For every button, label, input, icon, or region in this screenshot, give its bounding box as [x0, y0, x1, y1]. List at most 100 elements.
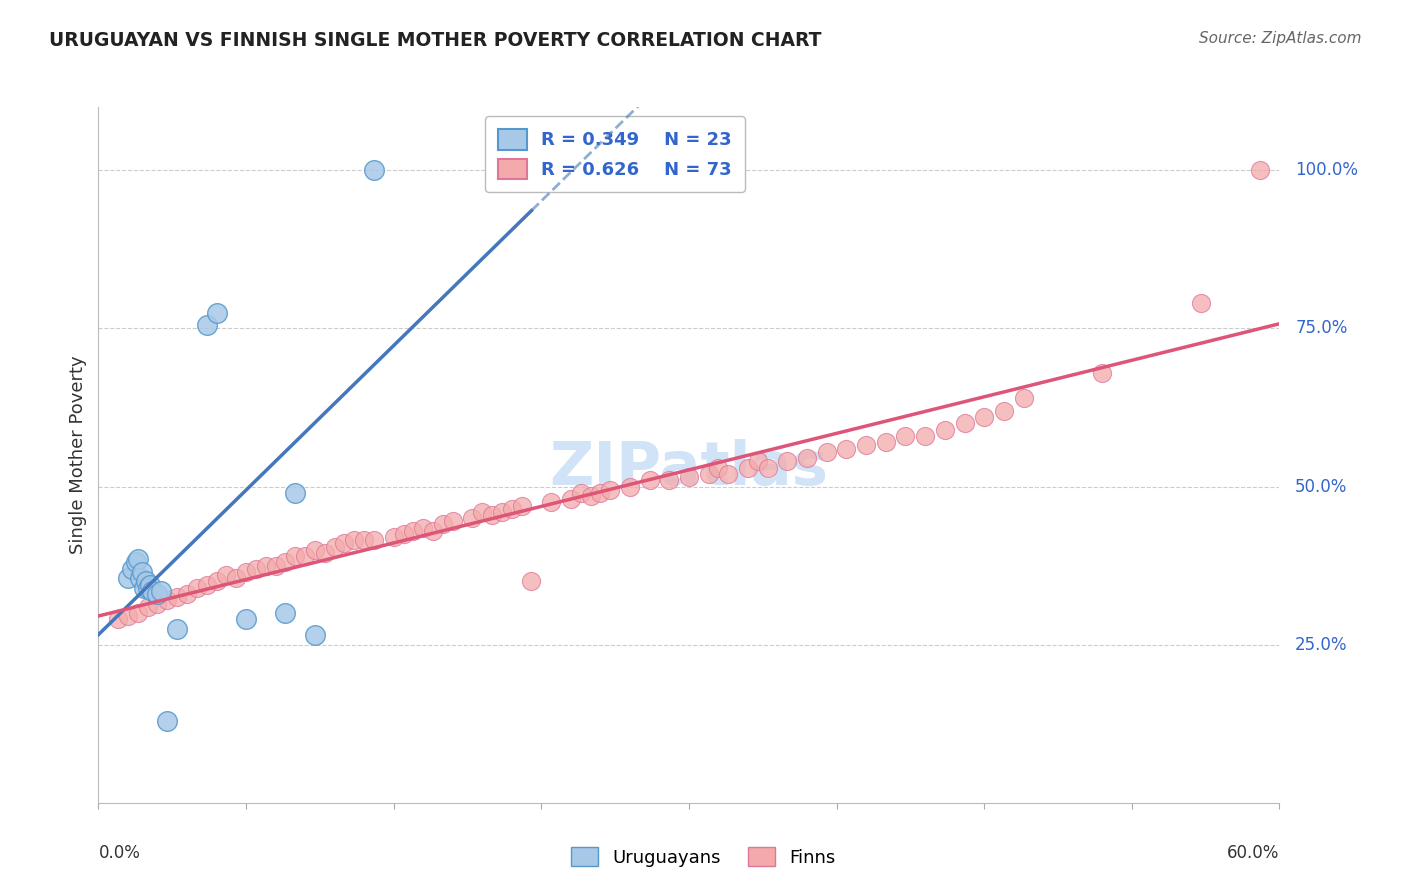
- Point: [1189, 296, 1212, 310]
- Point: [333, 536, 356, 550]
- Point: [540, 495, 562, 509]
- Point: [491, 505, 513, 519]
- Text: URUGUAYAN VS FINNISH SINGLE MOTHER POVERTY CORRELATION CHART: URUGUAYAN VS FINNISH SINGLE MOTHER POVER…: [49, 31, 821, 50]
- Point: [412, 521, 434, 535]
- Text: ZIPatlas: ZIPatlas: [550, 440, 828, 499]
- Point: [274, 606, 297, 620]
- Point: [717, 467, 740, 481]
- Point: [215, 568, 238, 582]
- Point: [117, 571, 139, 585]
- Legend: Uruguayans, Finns: Uruguayans, Finns: [564, 840, 842, 874]
- Point: [1012, 391, 1035, 405]
- Point: [166, 622, 188, 636]
- Point: [150, 583, 173, 598]
- Text: 50.0%: 50.0%: [1295, 477, 1347, 496]
- Point: [589, 486, 612, 500]
- Point: [294, 549, 316, 563]
- Text: 100.0%: 100.0%: [1295, 161, 1358, 179]
- Point: [579, 489, 602, 503]
- Point: [274, 556, 297, 570]
- Text: 0.0%: 0.0%: [98, 844, 141, 862]
- Point: [993, 403, 1015, 417]
- Point: [835, 442, 858, 456]
- Point: [245, 562, 267, 576]
- Point: [481, 508, 503, 522]
- Text: 75.0%: 75.0%: [1295, 319, 1347, 337]
- Point: [658, 473, 681, 487]
- Point: [127, 552, 149, 566]
- Point: [264, 558, 287, 573]
- Legend: R = 0.349    N = 23, R = 0.626    N = 73: R = 0.349 N = 23, R = 0.626 N = 73: [485, 116, 745, 192]
- Point: [135, 574, 157, 589]
- Point: [146, 597, 169, 611]
- Point: [131, 565, 153, 579]
- Point: [132, 581, 155, 595]
- Point: [432, 517, 454, 532]
- Point: [894, 429, 917, 443]
- Point: [195, 577, 218, 591]
- Point: [815, 444, 838, 458]
- Point: [973, 409, 995, 424]
- Point: [284, 549, 307, 563]
- Point: [875, 435, 897, 450]
- Point: [128, 571, 150, 585]
- Point: [747, 454, 769, 468]
- Point: [304, 628, 326, 642]
- Point: [146, 587, 169, 601]
- Point: [678, 470, 700, 484]
- Text: Source: ZipAtlas.com: Source: ZipAtlas.com: [1198, 31, 1361, 46]
- Point: [461, 511, 484, 525]
- Point: [353, 533, 375, 548]
- Point: [235, 565, 257, 579]
- Point: [776, 454, 799, 468]
- Point: [560, 492, 582, 507]
- Point: [520, 163, 543, 178]
- Point: [382, 530, 405, 544]
- Point: [304, 542, 326, 557]
- Point: [520, 574, 543, 589]
- Point: [402, 524, 425, 538]
- Point: [1249, 163, 1271, 178]
- Point: [117, 609, 139, 624]
- Point: [136, 581, 159, 595]
- Point: [156, 593, 179, 607]
- Point: [284, 486, 307, 500]
- Point: [697, 467, 720, 481]
- Point: [441, 514, 464, 528]
- Point: [323, 540, 346, 554]
- Y-axis label: Single Mother Poverty: Single Mother Poverty: [69, 356, 87, 554]
- Point: [195, 318, 218, 333]
- Point: [934, 423, 956, 437]
- Point: [176, 587, 198, 601]
- Point: [138, 577, 160, 591]
- Point: [1091, 366, 1114, 380]
- Point: [156, 714, 179, 728]
- Point: [166, 591, 188, 605]
- Point: [422, 524, 444, 538]
- Point: [599, 483, 621, 497]
- Point: [343, 533, 366, 548]
- Point: [186, 581, 208, 595]
- Point: [756, 460, 779, 475]
- Point: [363, 533, 385, 548]
- Point: [205, 305, 228, 319]
- Point: [141, 583, 163, 598]
- Point: [205, 574, 228, 589]
- Point: [235, 612, 257, 626]
- Point: [953, 417, 976, 431]
- Point: [225, 571, 247, 585]
- Point: [121, 562, 143, 576]
- Point: [638, 473, 661, 487]
- Text: 25.0%: 25.0%: [1295, 636, 1348, 654]
- Point: [363, 163, 385, 178]
- Point: [914, 429, 936, 443]
- Point: [314, 546, 336, 560]
- Point: [707, 460, 730, 475]
- Point: [501, 501, 523, 516]
- Point: [127, 606, 149, 620]
- Text: 60.0%: 60.0%: [1227, 844, 1279, 862]
- Point: [125, 556, 148, 570]
- Point: [796, 451, 818, 466]
- Point: [136, 599, 159, 614]
- Point: [855, 438, 877, 452]
